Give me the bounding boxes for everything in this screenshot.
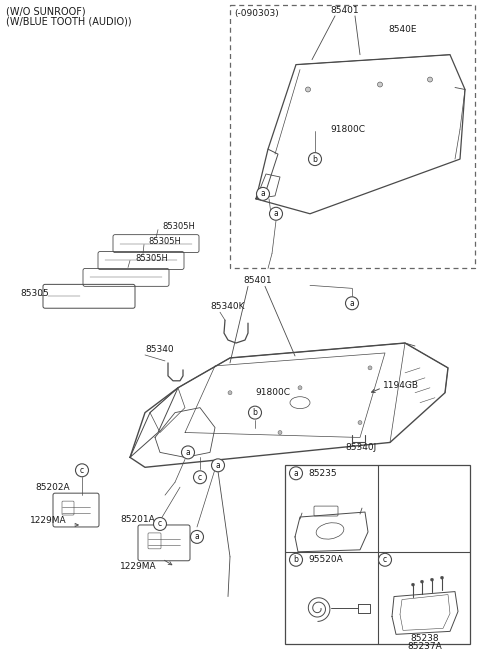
Circle shape: [420, 580, 423, 583]
Text: a: a: [274, 209, 278, 218]
Circle shape: [193, 471, 206, 484]
Text: 91800C: 91800C: [330, 125, 365, 133]
Text: 85305H: 85305H: [148, 237, 181, 246]
Text: b: b: [294, 555, 299, 564]
Text: 85340J: 85340J: [345, 443, 376, 452]
Text: c: c: [80, 465, 84, 475]
Circle shape: [377, 82, 383, 87]
Text: 85305: 85305: [20, 289, 49, 298]
Text: b: b: [312, 154, 317, 163]
Circle shape: [191, 531, 204, 544]
Text: (W/O SUNROOF): (W/O SUNROOF): [6, 7, 85, 17]
Text: b: b: [252, 408, 257, 417]
Circle shape: [298, 386, 302, 390]
Text: 95520A: 95520A: [308, 555, 343, 564]
Text: a: a: [186, 448, 191, 457]
Circle shape: [441, 576, 444, 579]
Circle shape: [346, 297, 359, 310]
Text: 1229MA: 1229MA: [30, 516, 67, 525]
Circle shape: [411, 583, 415, 586]
Circle shape: [269, 207, 283, 220]
Text: 85305H: 85305H: [162, 222, 195, 231]
Circle shape: [309, 152, 322, 165]
Text: c: c: [198, 473, 202, 482]
Text: 85202A: 85202A: [35, 482, 70, 492]
Circle shape: [289, 467, 302, 480]
Circle shape: [379, 553, 392, 566]
Text: 91800C: 91800C: [255, 388, 290, 397]
Text: 85201A: 85201A: [120, 514, 155, 523]
Circle shape: [212, 459, 225, 472]
Circle shape: [249, 406, 262, 419]
Text: a: a: [261, 189, 265, 199]
Circle shape: [358, 421, 362, 424]
Bar: [285, 465, 470, 644]
Text: 85340K: 85340K: [210, 301, 244, 311]
Text: 85401: 85401: [331, 7, 360, 16]
Text: a: a: [216, 461, 220, 470]
Circle shape: [278, 430, 282, 434]
Text: (-090303): (-090303): [234, 9, 279, 18]
Circle shape: [256, 187, 269, 201]
Circle shape: [154, 518, 167, 531]
Circle shape: [305, 87, 311, 92]
Circle shape: [75, 464, 88, 477]
Text: 85237A: 85237A: [408, 642, 443, 651]
Circle shape: [428, 77, 432, 82]
Text: 85235: 85235: [308, 469, 336, 478]
Text: 85340: 85340: [145, 346, 174, 355]
Circle shape: [181, 446, 194, 459]
Text: a: a: [194, 533, 199, 542]
Text: (W/BLUE TOOTH (AUDIO)): (W/BLUE TOOTH (AUDIO)): [6, 17, 132, 27]
Circle shape: [368, 366, 372, 370]
Text: 85305H: 85305H: [135, 254, 168, 263]
Text: 1194GB: 1194GB: [383, 381, 419, 391]
Text: c: c: [158, 519, 162, 529]
Text: a: a: [294, 469, 299, 478]
Text: 85238: 85238: [411, 634, 439, 643]
Text: c: c: [383, 555, 387, 564]
Text: 85401: 85401: [244, 276, 272, 285]
Text: 8540E: 8540E: [388, 25, 417, 35]
Circle shape: [431, 578, 433, 581]
Circle shape: [228, 391, 232, 395]
Text: a: a: [349, 299, 354, 308]
Circle shape: [289, 553, 302, 566]
Text: 1229MA: 1229MA: [120, 562, 156, 571]
